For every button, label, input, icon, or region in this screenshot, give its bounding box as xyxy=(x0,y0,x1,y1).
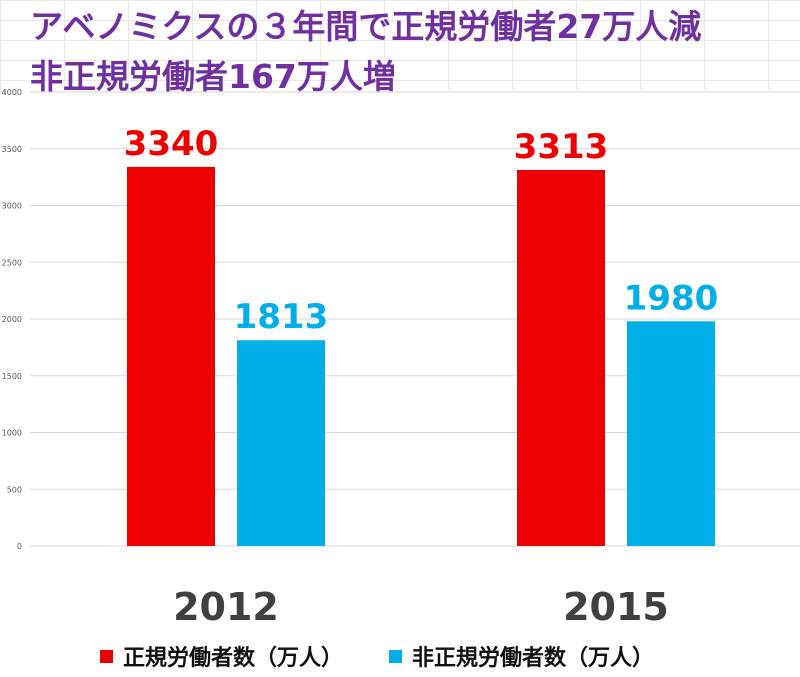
y-tick-label: 1500 xyxy=(2,372,22,381)
chart-title-line-1: アベノミクスの３年間で正規労働者27万人減 xyxy=(30,7,702,46)
bar xyxy=(127,166,215,546)
legend-swatch-nonregular xyxy=(389,649,403,663)
y-tick-label: 3500 xyxy=(2,145,22,154)
bar xyxy=(517,169,605,547)
y-tick-label: 4000 xyxy=(2,88,22,97)
data-label: 3340 xyxy=(124,124,219,164)
legend-item-nonregular: 非正規労働者数（万人） xyxy=(389,640,654,672)
y-tick-label: 2000 xyxy=(2,315,22,324)
bar xyxy=(237,340,325,546)
data-label: 1813 xyxy=(234,297,329,337)
spreadsheet-grid-background xyxy=(0,0,800,90)
chart-title-line-2: 非正規労働者167万人増 xyxy=(30,57,396,96)
data-label: 3313 xyxy=(514,127,609,167)
y-tick-label: 1000 xyxy=(2,429,22,438)
legend-label-nonregular: 非正規労働者数（万人） xyxy=(412,646,655,671)
y-tick-label: 2500 xyxy=(2,258,22,267)
y-tick-label: 3000 xyxy=(2,202,22,211)
y-tick-label: 500 xyxy=(7,485,22,494)
bar xyxy=(627,321,715,546)
chart-legend: 正規労働者数（万人） 非正規労働者数（万人） xyxy=(100,640,654,672)
legend-swatch-regular xyxy=(100,649,113,663)
data-label: 1980 xyxy=(624,278,719,318)
chart-title: アベノミクスの３年間で正規労働者27万人減 非正規労働者167万人増 xyxy=(30,2,701,102)
y-tick-label: 0 xyxy=(17,542,22,551)
x-tick-label: 2012 xyxy=(173,585,279,629)
x-tick-label: 2015 xyxy=(563,585,669,629)
legend-label-regular: 正規労働者数（万人） xyxy=(123,646,344,671)
legend-item-regular: 正規労働者数（万人） xyxy=(100,640,343,672)
